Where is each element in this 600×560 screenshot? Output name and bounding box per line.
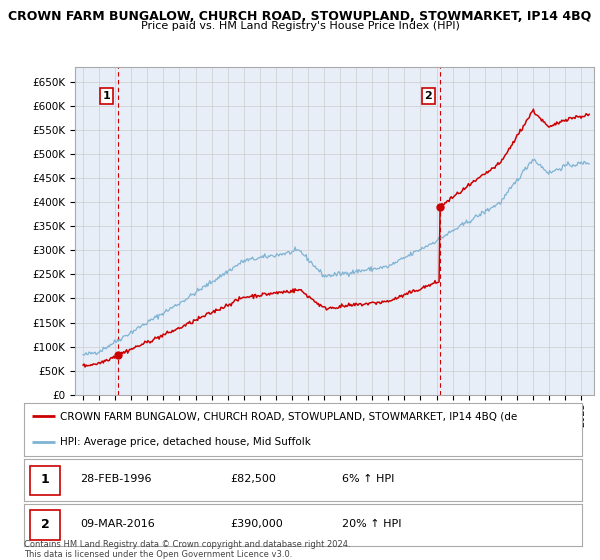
Text: 2: 2: [424, 91, 432, 101]
Text: 09-MAR-2016: 09-MAR-2016: [80, 519, 155, 529]
FancyBboxPatch shape: [29, 510, 60, 540]
Text: 2: 2: [41, 517, 50, 531]
Text: 28-FEB-1996: 28-FEB-1996: [80, 474, 151, 484]
Text: 1: 1: [41, 473, 50, 486]
Text: 6% ↑ HPI: 6% ↑ HPI: [342, 474, 394, 484]
Text: Contains HM Land Registry data © Crown copyright and database right 2024.
This d: Contains HM Land Registry data © Crown c…: [24, 540, 350, 559]
Text: Price paid vs. HM Land Registry's House Price Index (HPI): Price paid vs. HM Land Registry's House …: [140, 21, 460, 31]
Text: CROWN FARM BUNGALOW, CHURCH ROAD, STOWUPLAND, STOWMARKET, IP14 4BQ: CROWN FARM BUNGALOW, CHURCH ROAD, STOWUP…: [8, 10, 592, 22]
Text: HPI: Average price, detached house, Mid Suffolk: HPI: Average price, detached house, Mid …: [60, 436, 311, 446]
Text: 1: 1: [103, 91, 110, 101]
Text: £82,500: £82,500: [230, 474, 277, 484]
Text: 20% ↑ HPI: 20% ↑ HPI: [342, 519, 401, 529]
FancyBboxPatch shape: [29, 465, 60, 495]
Text: £390,000: £390,000: [230, 519, 283, 529]
Text: CROWN FARM BUNGALOW, CHURCH ROAD, STOWUPLAND, STOWMARKET, IP14 4BQ (de: CROWN FARM BUNGALOW, CHURCH ROAD, STOWUP…: [60, 412, 518, 422]
